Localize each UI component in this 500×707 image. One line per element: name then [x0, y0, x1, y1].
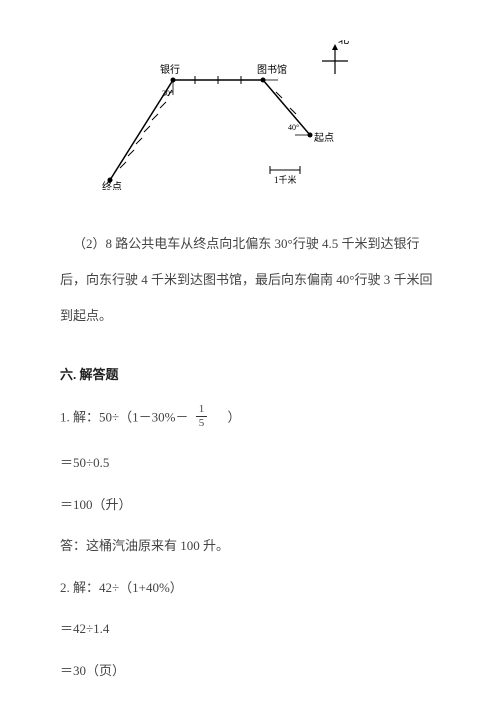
section-title: 六. 解答题: [60, 365, 440, 385]
q1-line1: 1. 解：50÷（1－30%－ 1 5 ）: [60, 406, 440, 431]
scale-label: 1千米: [274, 174, 297, 185]
frac-num: 1: [196, 404, 208, 417]
q1-l1b: ）: [214, 410, 240, 425]
start-label: 起点: [314, 132, 334, 144]
compass-label: 北: [338, 40, 349, 46]
ticks-1: [120, 90, 172, 168]
frac-den: 5: [196, 417, 208, 429]
q2-line2: ＝42÷1.4: [60, 619, 440, 639]
q1-line3: ＝100（升）: [60, 495, 440, 515]
q1-l1a: 1. 解：50÷（1－30%－: [60, 410, 188, 425]
q1-line4: 答：这桶汽油原来有 100 升。: [60, 536, 440, 556]
segment-library-start: [263, 80, 310, 135]
q2-line1: 2. 解：42÷（1+40%）: [60, 578, 440, 598]
ticks-3: [276, 92, 296, 114]
angle-40: 40°: [288, 123, 299, 132]
q1-line2: ＝50÷0.5: [60, 453, 440, 473]
angle-30: 30°: [162, 89, 173, 98]
diagram-svg: 北 3: [80, 40, 360, 190]
end-label: 终点: [102, 180, 122, 190]
question-2-text: （2）8 路公共电车从终点向北偏东 30°行驶 4.5 千米到达银行后，向东行驶…: [60, 226, 440, 335]
q2-line3: ＝30（页）: [60, 661, 440, 681]
scale-bar: 1千米: [270, 166, 300, 185]
library-label: 图书馆: [257, 63, 287, 76]
compass-icon: 北: [322, 40, 349, 74]
bank-label: 银行: [160, 63, 180, 76]
route-diagram: 北 3: [80, 40, 440, 196]
fraction-1-5: 1 5: [196, 404, 208, 429]
